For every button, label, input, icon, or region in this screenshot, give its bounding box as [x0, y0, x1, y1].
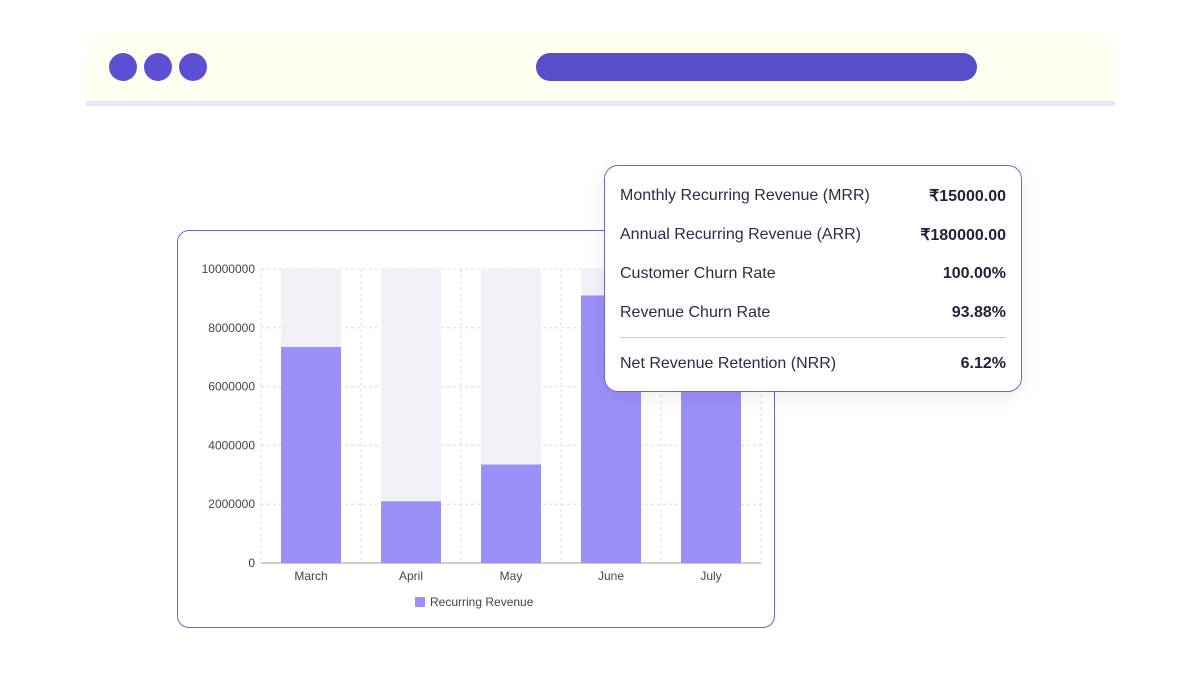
stat-value: 6.12%: [960, 355, 1006, 372]
x-tick-label: June: [598, 569, 624, 583]
stat-row-customer-churn: Customer Churn Rate 100.00%: [620, 262, 1006, 286]
y-tick-label: 8000000: [208, 321, 255, 335]
stat-value: 100.00%: [942, 265, 1006, 282]
stat-value: ₹180000.00: [920, 227, 1006, 244]
bar-july: [681, 386, 741, 563]
x-tick-label: April: [399, 569, 423, 583]
window-control-dot-2[interactable]: [144, 53, 172, 81]
bar-may: [481, 464, 541, 563]
stat-label: Annual Recurring Revenue (ARR): [620, 226, 861, 243]
stat-value: 93.88%: [951, 304, 1006, 321]
stat-row-nrr: Net Revenue Retention (NRR) 6.12%: [620, 352, 1006, 376]
stat-label: Monthly Recurring Revenue (MRR): [620, 187, 870, 204]
chart-legend: Recurring Revenue: [415, 595, 533, 609]
x-tick-label: March: [294, 569, 327, 583]
stat-row-mrr: Monthly Recurring Revenue (MRR) ₹15000.0…: [620, 184, 1006, 208]
y-tick-label: 10000000: [202, 262, 256, 276]
x-tick-label: May: [500, 569, 523, 583]
bar-march: [281, 346, 341, 563]
stat-label: Revenue Churn Rate: [620, 304, 771, 321]
stat-row-arr: Annual Recurring Revenue (ARR) ₹180000.0…: [620, 223, 1006, 247]
revenue-chart-card: 0 2000000 4000000 6000000 8000000 10000000 Mar…: [177, 230, 775, 628]
legend-swatch: [415, 597, 425, 607]
stat-value: ₹15000.00: [929, 188, 1006, 205]
stat-row-revenue-churn: Revenue Churn Rate 93.88%: [620, 301, 1006, 325]
window-control-dot-3[interactable]: [179, 53, 207, 81]
bar-april: [381, 501, 441, 563]
window-control-dot-1[interactable]: [109, 53, 137, 81]
address-bar[interactable]: [536, 53, 977, 81]
x-tick-label: July: [700, 569, 721, 583]
stat-label: Customer Churn Rate: [620, 265, 776, 282]
browser-titlebar: [86, 32, 1115, 106]
legend-label: Recurring Revenue: [430, 595, 534, 609]
y-tick-label: 4000000: [208, 438, 255, 452]
y-tick-label: 0: [248, 556, 255, 570]
stat-label: Net Revenue Retention (NRR): [620, 355, 837, 372]
revenue-metrics-card: Monthly Recurring Revenue (MRR) ₹15000.0…: [604, 165, 1022, 392]
y-tick-label: 2000000: [208, 497, 255, 511]
stat-divider: [620, 337, 1006, 338]
y-tick-label: 6000000: [208, 380, 255, 394]
